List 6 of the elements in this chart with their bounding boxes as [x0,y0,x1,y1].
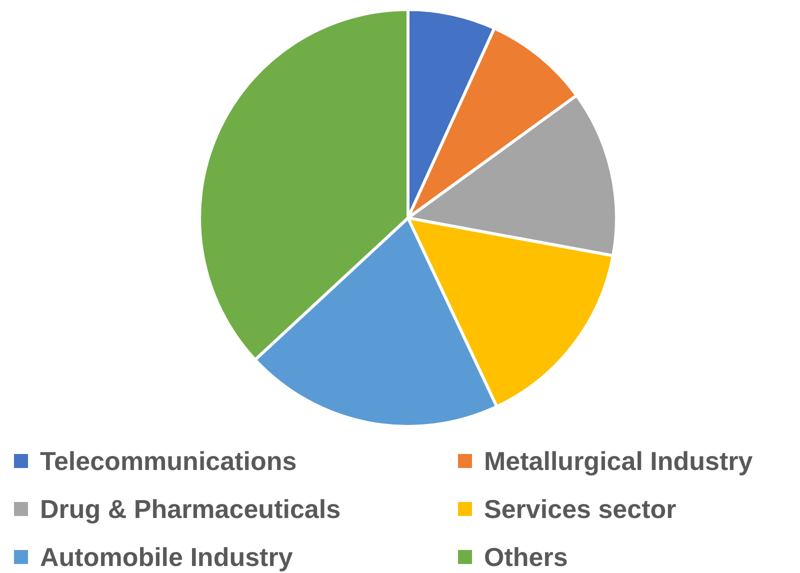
legend-label: Others [484,542,568,572]
legend-label: Metallurgical Industry [484,446,753,476]
legend-label: Services sector [484,494,676,524]
legend-label: Automobile Industry [40,542,293,572]
legend-label: Telecommunications [40,446,297,476]
legend-label: Drug & Pharmaceuticals [40,494,341,524]
